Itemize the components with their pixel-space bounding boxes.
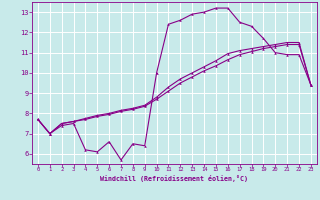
X-axis label: Windchill (Refroidissement éolien,°C): Windchill (Refroidissement éolien,°C) — [100, 175, 248, 182]
